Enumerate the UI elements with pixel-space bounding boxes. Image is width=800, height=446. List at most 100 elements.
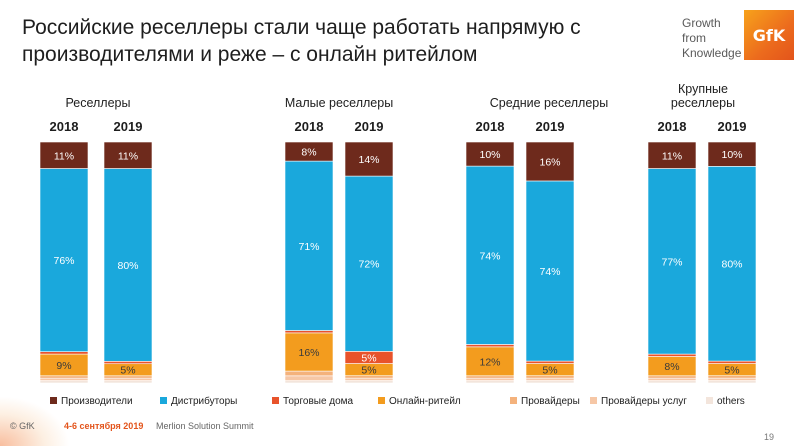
data-label: 8% [664,361,679,373]
group-title: Реселлеры [65,96,130,110]
legend-swatch [272,397,279,404]
legend-label: Производители [61,396,133,407]
data-label: 16% [298,347,319,359]
bar-segment [647,141,697,169]
bar-segment [465,346,515,377]
year-label: 2018 [50,119,79,134]
group-title: Крупные [678,82,728,96]
legend-swatch [378,397,385,404]
bar-segment [103,380,153,384]
data-label: 10% [479,149,500,161]
bar-segment [707,141,757,167]
bar-segment [344,380,394,384]
bar-segment [103,168,153,362]
data-label: 71% [298,241,319,253]
bar-segment [344,175,394,352]
legend-label: Дистрибуторы [171,395,237,407]
data-label: 5% [724,365,739,377]
bar-segment [284,332,334,372]
bar-segment [707,380,757,384]
data-label: 80% [721,259,742,271]
bar-segment [284,370,334,377]
data-label: 14% [358,154,379,166]
data-label: 72% [358,259,379,271]
data-label: 9% [56,360,71,372]
bar-segment [525,380,575,384]
bar-segment [525,360,575,364]
legend-label: Онлайн-ритейл [389,396,461,407]
logo-tagline-word: from [682,31,706,45]
year-label: 2019 [355,119,384,134]
legend-label: Провайдеры [521,396,580,407]
bar-segment [39,141,89,169]
data-label: 74% [479,250,500,262]
gfk-logo: GfK [744,10,794,60]
year-label: 2019 [114,119,143,134]
data-label: 11% [54,150,74,162]
footer-date: 4-6 сентября 2019 [64,421,144,431]
legend-swatch [706,397,713,404]
bar-segment [525,377,575,381]
legend-swatch [590,397,597,404]
legend-swatch [510,397,517,404]
legend-swatch [50,397,57,404]
bar-segment [39,377,89,381]
data-label: 5% [542,365,557,377]
data-label: 8% [301,147,316,159]
year-label: 2019 [718,119,747,134]
bar-segment [103,361,153,365]
bar-segment [465,141,515,167]
bar-segment [284,380,334,384]
bar-segment [647,168,697,355]
bar-segment [39,375,89,379]
data-label: 76% [53,255,74,267]
bar-segment [103,377,153,381]
data-label: 5% [120,365,135,377]
bar-segment [344,377,394,381]
bar-segment [284,330,334,334]
bar-segment [647,375,697,379]
legend-label: Провайдеры услуг [601,396,687,407]
data-label: 12% [479,356,500,368]
logo-tagline: Growth from Knowledge [682,16,742,61]
logo-tagline-word: Growth [682,16,721,30]
page-number: 19 [764,432,775,442]
group-title: Малые реселлеры [285,96,393,110]
bar-segment [39,351,89,355]
footer-event: Merlion Solution Summit [156,421,254,431]
bar-segment [525,141,575,182]
bar-segment [284,375,334,381]
bar-segment [465,344,515,348]
bar-segment [39,380,89,384]
data-label: 77% [661,256,682,268]
bar-segment [707,166,757,362]
bar-segment [465,380,515,384]
legend-label: others [717,396,745,407]
data-label: 11% [118,150,138,162]
bar-segment [284,141,334,162]
logo-tagline-word: Knowledge [682,46,742,60]
page-title: Российские реселлеры стали чаще работать… [22,16,581,66]
group-title: Средние реселлеры [490,96,608,110]
bar-segment [344,141,394,177]
year-label: 2018 [476,119,505,134]
year-label: 2019 [536,119,565,134]
footer-copyright: © GfK [10,421,35,431]
bar-segment [465,377,515,381]
year-label: 2018 [295,119,324,134]
data-label: 10% [721,149,742,161]
data-label: 11% [662,150,682,162]
year-label: 2018 [658,119,687,134]
legend-label: Торговые дома [283,396,354,407]
data-label: 16% [539,156,560,168]
bar-segment [647,377,697,381]
bar-segment [39,168,89,352]
footer-decoration [0,396,70,446]
data-label: 5% [361,365,376,377]
bar-segment [707,377,757,381]
bar-segment [647,380,697,384]
legend-swatch [160,397,167,404]
data-label: 80% [117,260,138,272]
bar-segment [647,353,697,357]
